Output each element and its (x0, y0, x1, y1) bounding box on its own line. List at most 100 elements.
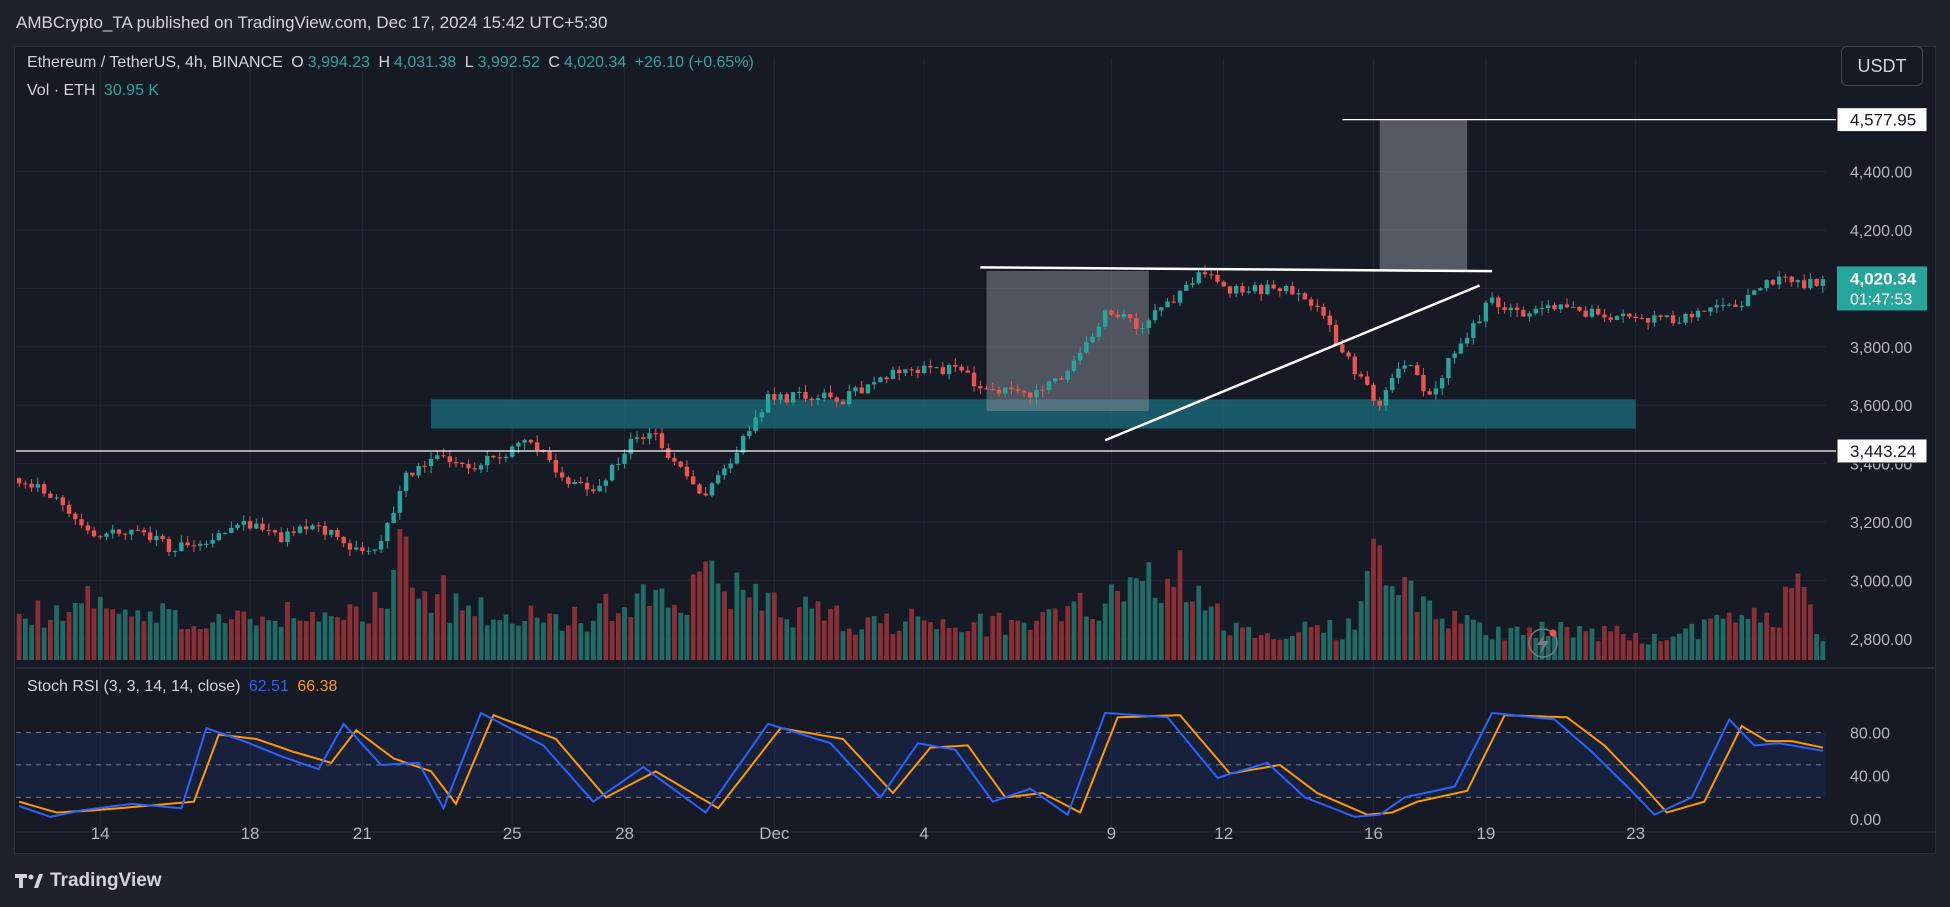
time-axis-label: 12 (1214, 824, 1233, 843)
volume-bar (1034, 620, 1039, 660)
volume-bar (416, 598, 421, 660)
volume-bar (1789, 588, 1795, 660)
chart-area[interactable] (14, 46, 1936, 854)
volume-label[interactable]: Vol · ETH (27, 82, 96, 99)
time-axis-label: 19 (1476, 824, 1495, 843)
candle-body (123, 533, 128, 535)
volume-bar (347, 604, 353, 660)
volume-bar (328, 616, 334, 660)
volume-bar (79, 603, 84, 660)
volume-bar (653, 589, 659, 660)
candle-body (1714, 305, 1719, 308)
candle-body (1021, 390, 1027, 393)
candle-body (765, 394, 771, 413)
candle-body (366, 550, 371, 552)
candle-body (272, 530, 278, 533)
volume-bar (203, 628, 209, 660)
volume-bar (1820, 641, 1826, 660)
tradingview-logo-icon[interactable] (14, 872, 44, 890)
stoch-rsi-label[interactable]: Stoch RSI (3, 3, 14, 14, close) (27, 678, 241, 695)
candle-body (48, 493, 53, 498)
candle-body (1059, 378, 1064, 380)
volume-bar (1533, 637, 1539, 660)
volume-bar (66, 612, 72, 660)
candle-body (1508, 307, 1513, 310)
candle-body (254, 523, 259, 529)
candle-body (971, 372, 977, 387)
volume-bar (597, 603, 602, 660)
volume-bar (1402, 576, 1408, 660)
volume-bar (1783, 586, 1788, 660)
volume-bar (734, 572, 740, 660)
volume-bar (1483, 635, 1489, 660)
candle-body (1015, 389, 1020, 391)
candle-body (728, 463, 733, 469)
volume-bar (1433, 619, 1439, 660)
volume-bar (1689, 623, 1695, 660)
volume-bar (453, 593, 459, 660)
volume-bar (1508, 627, 1514, 660)
volume-bar (1458, 623, 1464, 660)
candle-body (1608, 317, 1613, 320)
volume-bar (1408, 580, 1414, 660)
price-axis-label: 2,800.00 (1850, 632, 1912, 649)
candle-body (1427, 391, 1432, 395)
volume-bar (1090, 618, 1096, 660)
candle-body (1121, 314, 1127, 318)
candle-body (235, 524, 240, 528)
candle-body (1358, 374, 1364, 377)
volume-bar (516, 625, 521, 660)
candle-body (1677, 322, 1682, 324)
volume-bar (166, 609, 172, 660)
candle-body (1365, 376, 1370, 385)
candle-body (1464, 337, 1470, 344)
candle-body (1152, 310, 1158, 321)
volume-bar (1739, 615, 1745, 660)
volume-bar (1726, 612, 1732, 660)
candle-body (191, 545, 197, 547)
candle-body (322, 525, 328, 535)
candle-body (1633, 316, 1638, 318)
volume-bar (1190, 601, 1195, 660)
volume-bar (1183, 602, 1189, 660)
tradingview-brand[interactable]: TradingView (50, 870, 162, 891)
candle-body (410, 472, 415, 476)
volume-bar (990, 615, 996, 660)
candle-body (516, 442, 521, 447)
currency-button[interactable]: USDT (1841, 46, 1923, 86)
volume-bar (1227, 635, 1233, 660)
candle-body (678, 461, 683, 467)
volume-bar (703, 561, 709, 660)
candle-body (1308, 299, 1314, 306)
volume-bar (509, 623, 515, 660)
candle-body (160, 535, 165, 540)
measured-move-box-1 (986, 270, 1149, 412)
candle-body (85, 525, 90, 531)
volume-bar (753, 583, 758, 660)
volume-bar (303, 620, 309, 660)
candle-body (865, 384, 871, 394)
volume-bar (640, 584, 646, 660)
volume-bar (1570, 637, 1576, 660)
candle-body (372, 549, 378, 551)
volume-bar (896, 630, 902, 660)
volume-bar (1133, 578, 1139, 660)
candle-body (722, 468, 727, 476)
candle-body (1283, 286, 1289, 292)
candle-body (1596, 308, 1601, 315)
volume-bar (266, 620, 272, 660)
stoch-rsi-axis-label: 40.00 (1850, 769, 1890, 786)
volume-bar (921, 620, 927, 660)
candle-body (1246, 291, 1251, 293)
symbol-name[interactable]: Ethereum / TetherUS, 4h, BINANCE (27, 54, 283, 71)
time-axis-label: Dec (759, 824, 790, 843)
volume-bar (1046, 609, 1052, 660)
open-value: 3,994.23 (307, 54, 370, 71)
volume-bar (503, 614, 509, 660)
candle-body (1733, 304, 1738, 307)
candle-body (1415, 365, 1420, 375)
volume-bar (197, 628, 203, 660)
candle-body (1115, 314, 1120, 318)
volume-bar (1196, 585, 1202, 660)
